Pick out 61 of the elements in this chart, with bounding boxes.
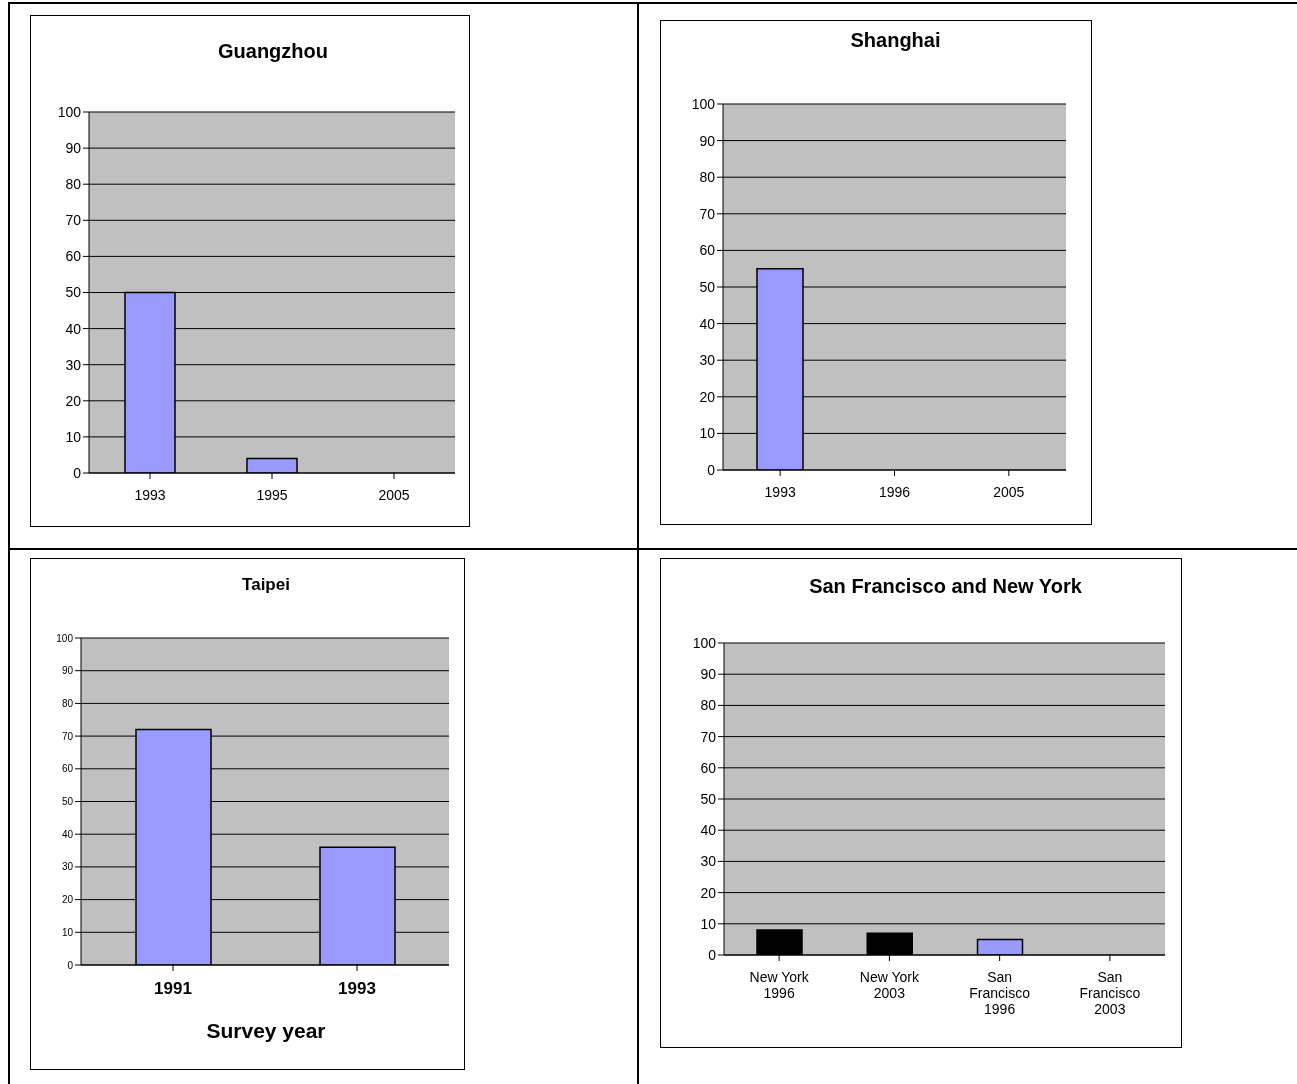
y-tick-label: 80 (700, 697, 717, 714)
x-tick-label: 1995 (256, 486, 288, 503)
y-tick-label: 70 (700, 728, 717, 745)
chart-title: Shanghai (849, 29, 942, 52)
x-tick-label: San Francisco 1996 (969, 968, 1031, 1017)
y-tick-label: 50 (61, 796, 74, 808)
y-tick-label: 0 (73, 464, 82, 481)
y-tick-label: 80 (65, 176, 82, 193)
y-tick-label: 0 (67, 959, 74, 971)
y-tick-label: 50 (700, 790, 717, 807)
y-tick-label: 90 (65, 140, 82, 157)
chart-title: Guangzhou (217, 40, 329, 63)
y-tick-label: 100 (691, 95, 716, 112)
x-tick-label: San Francisco 2003 (1079, 968, 1141, 1017)
y-tick-label: 0 (707, 461, 716, 478)
y-tick-label: 20 (699, 388, 716, 405)
y-tick-label: 70 (65, 212, 82, 229)
x-tick-label: New York 1996 (749, 968, 810, 1001)
y-tick-label: 30 (61, 861, 74, 873)
y-tick-label: 10 (65, 428, 82, 445)
y-tick-label: 50 (699, 278, 716, 295)
y-tick-label: 80 (699, 169, 716, 186)
y-tick-label: 90 (699, 132, 716, 149)
y-tick-label: 10 (699, 425, 716, 442)
y-tick-label: 100 (692, 634, 717, 651)
x-axis-title: Survey year (205, 1019, 327, 1043)
y-tick-label: 30 (700, 853, 717, 870)
y-tick-label: 100 (57, 103, 82, 120)
x-tick-label: 1991 (154, 979, 192, 999)
x-tick-label: 2005 (378, 486, 410, 503)
y-tick-label: 40 (61, 828, 74, 840)
y-tick-label: 60 (700, 759, 717, 776)
y-tick-label: 20 (61, 894, 74, 906)
y-tick-label: 100 (56, 632, 74, 644)
y-tick-label: 10 (700, 915, 717, 932)
y-tick-label: 50 (65, 284, 82, 301)
x-tick-label: 1996 (878, 483, 911, 500)
y-tick-label: 40 (65, 320, 82, 337)
y-tick-label: 90 (61, 665, 74, 677)
y-tick-label: 10 (61, 926, 74, 938)
y-tick-label: 90 (700, 666, 717, 683)
y-tick-label: 80 (61, 697, 74, 709)
y-tick-label: 60 (61, 763, 74, 775)
x-tick-label: 1993 (338, 979, 376, 999)
x-tick-label: 1993 (764, 483, 796, 500)
y-tick-label: 20 (700, 884, 717, 901)
x-tick-label: 1993 (134, 486, 166, 503)
chart-title: San Francisco and New York (808, 575, 1083, 598)
y-tick-label: 40 (700, 822, 717, 839)
y-tick-label: 30 (65, 356, 82, 373)
y-tick-label: 0 (708, 946, 717, 963)
y-tick-label: 60 (65, 248, 82, 265)
y-tick-label: 70 (699, 205, 716, 222)
y-tick-label: 40 (699, 315, 716, 332)
y-tick-label: 60 (699, 242, 716, 259)
x-tick-label: 2005 (993, 483, 1025, 500)
y-tick-label: 30 (699, 352, 716, 369)
chart-title: Taipei (241, 575, 291, 595)
y-tick-label: 20 (65, 392, 82, 409)
x-tick-label: New York 2003 (859, 968, 920, 1001)
y-tick-label: 70 (61, 730, 74, 742)
